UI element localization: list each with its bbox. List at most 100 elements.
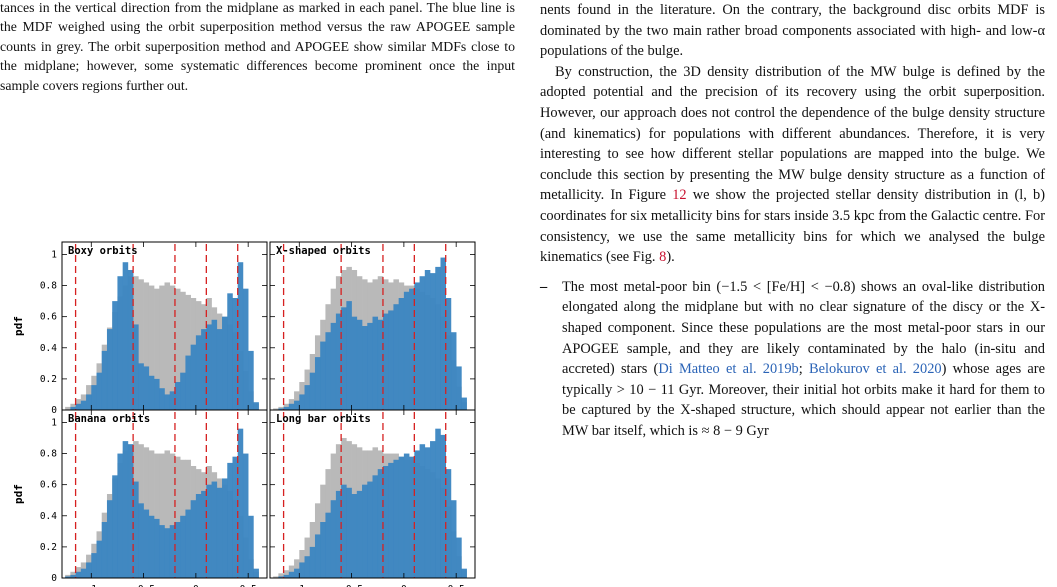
panel-2-orbit-bar: [294, 400, 300, 410]
panel-4-orbit-bar: [456, 537, 462, 578]
panel-4-orbit-bar: [278, 576, 284, 578]
panel-1-orbit-bar: [112, 301, 118, 410]
panel-3-apogee-bar: [169, 453, 176, 578]
panel-2-orbit-bar: [435, 266, 441, 410]
panel-2-orbit-bar: [403, 291, 410, 410]
panel-4-orbit-bar: [346, 487, 352, 578]
panel-4-orbit-bar: [445, 469, 452, 578]
panel-2-orbit-bar: [330, 322, 337, 410]
panel-2-orbit-bar: [320, 341, 326, 410]
panel-3-orbit-bar: [242, 453, 249, 578]
panel-2-orbit-bar: [393, 304, 399, 410]
panel-4-orbit-bar: [362, 484, 368, 578]
panel-2-apogee-bar: [273, 408, 279, 410]
panel-3-xtick-label: -1: [86, 584, 98, 587]
panel-1-title: Boxy orbits: [68, 245, 138, 257]
panel-3-orbit-bar: [117, 453, 123, 578]
panel-4-orbit-bar: [314, 534, 321, 578]
para1-text-b: we show the projected stellar density di…: [540, 187, 1045, 266]
panel-3-ylabel: pdf: [12, 484, 25, 504]
panel-3-orbit-bar: [112, 475, 118, 578]
panel-2-orbit-bar: [341, 307, 347, 410]
panel-1-orbit-bar: [127, 270, 134, 410]
panel-1-ytick-label: 0: [51, 405, 57, 416]
panel-4-orbit-bar: [356, 490, 363, 578]
panel-3-orbit-bar: [159, 525, 165, 578]
panel-3-orbit-bar: [232, 456, 239, 578]
citation-belokurov[interactable]: Belokurov et al. 2020: [809, 361, 942, 378]
panel-2-apogee-bar: [294, 391, 300, 410]
panel-1-orbit-bar: [80, 400, 87, 410]
panel-3-orbit-bar: [211, 481, 218, 578]
panel-3-orbit-bar: [190, 500, 197, 578]
panel-1-ytick-label: 0.4: [40, 343, 57, 354]
panel-2-orbit-bar: [278, 408, 284, 410]
panel-2-orbit-bar: [325, 332, 331, 410]
panel-3-apogee-bar: [174, 456, 181, 578]
panel-1-orbit-bar: [242, 288, 249, 410]
panel-3-apogee-bar: [154, 453, 160, 578]
para1-text-a: By construction, the 3D density distribu…: [540, 63, 1045, 204]
panel-3-orbit-bar: [80, 568, 87, 578]
figure-ref-12[interactable]: 12: [672, 187, 687, 204]
panel-3-orbit-bar: [185, 509, 191, 578]
panel-1-ytick-label: 0.8: [40, 281, 57, 292]
panel-2-orbit-bar: [440, 257, 447, 410]
paragraph-0: nents found in the literature. On the co…: [540, 2, 1045, 60]
citation-di-matteo[interactable]: Di Matteo et al. 2019b: [658, 361, 799, 378]
panel-3-orbit-bar: [143, 509, 150, 578]
panel-1-orbit-bar: [174, 382, 181, 410]
panel-3-orbit-bar: [122, 441, 129, 578]
panel-2-orbit-bar: [388, 310, 394, 410]
panel-1-apogee-bar: [185, 294, 191, 410]
para1-text-c: ).: [666, 249, 675, 266]
panel-1-orbit-bar: [201, 329, 207, 410]
panel-3-orbit-bar: [216, 487, 223, 578]
panel-4-xtick-label: -1: [294, 584, 306, 587]
panel-1-orbit-bar: [143, 366, 150, 410]
figure-caption: tances in the vertical direction from th…: [0, 0, 515, 93]
panel-1-orbit-bar: [211, 319, 218, 410]
panel-4-orbit-bar: [372, 475, 379, 578]
panel-4-title: Long bar orbits: [276, 413, 371, 425]
panel-1-ytick-label: 0.6: [40, 312, 57, 323]
bullet-text-b: ) whose ages are typically > 10 − 11 Gyr…: [562, 361, 1045, 439]
panel-4-orbit-bar: [341, 484, 347, 578]
panel-2-orbit-bar: [430, 273, 436, 410]
panel-1-orbit-bar: [222, 316, 228, 410]
panel-3-orbit-bar: [70, 574, 76, 578]
panel-3-orbit-bar: [195, 494, 202, 578]
panel-3-orbit-bar: [248, 515, 254, 578]
figure-ref-8[interactable]: 8: [659, 249, 667, 266]
panel-4-orbit-bar: [320, 522, 326, 578]
panel-4-apogee-bar: [283, 570, 290, 578]
panel-1-orbit-bar: [253, 402, 259, 410]
panel-3-orbit-bar: [75, 571, 82, 578]
panel-2-orbit-bar: [351, 316, 358, 410]
panel-1-orbit-bar: [122, 262, 129, 410]
panel-3-orbit-bar: [65, 576, 71, 578]
panel-4-orbit-bar: [335, 490, 342, 578]
panel-4-orbit-bar: [461, 568, 467, 578]
panel-1-orbit-bar: [216, 329, 223, 410]
panel-1-apogee-bar: [148, 285, 155, 410]
panel-1-orbit-bar: [237, 262, 244, 410]
panel-4-orbit-bar: [283, 574, 290, 578]
panel-3-orbit-bar: [227, 462, 233, 578]
panel-2-orbit-bar: [382, 313, 389, 410]
panel-1-orbit-bar: [195, 335, 202, 410]
panel-1-orbit-bar: [91, 385, 97, 410]
panel-3-xtick-label: 0.5: [240, 584, 257, 587]
panel-1-apogee-bar: [65, 406, 71, 410]
panel-4-orbit-bar: [377, 469, 384, 578]
bullet-dash: –: [540, 278, 548, 295]
panel-1-orbit-bar: [248, 350, 254, 410]
panel-1-orbit-bar: [190, 344, 197, 410]
panel-1-apogee-bar: [154, 288, 160, 410]
panel-4-orbit-bar: [382, 466, 389, 578]
panel-2-orbit-bar: [299, 394, 305, 410]
panel-4-orbit-bar: [403, 453, 410, 578]
panel-2-orbit-bar: [424, 270, 431, 410]
panel-1-apogee-bar: [159, 285, 165, 410]
bullet-item: – The most metal-poor bin (−1.5 < [Fe/H] …: [540, 277, 1045, 442]
